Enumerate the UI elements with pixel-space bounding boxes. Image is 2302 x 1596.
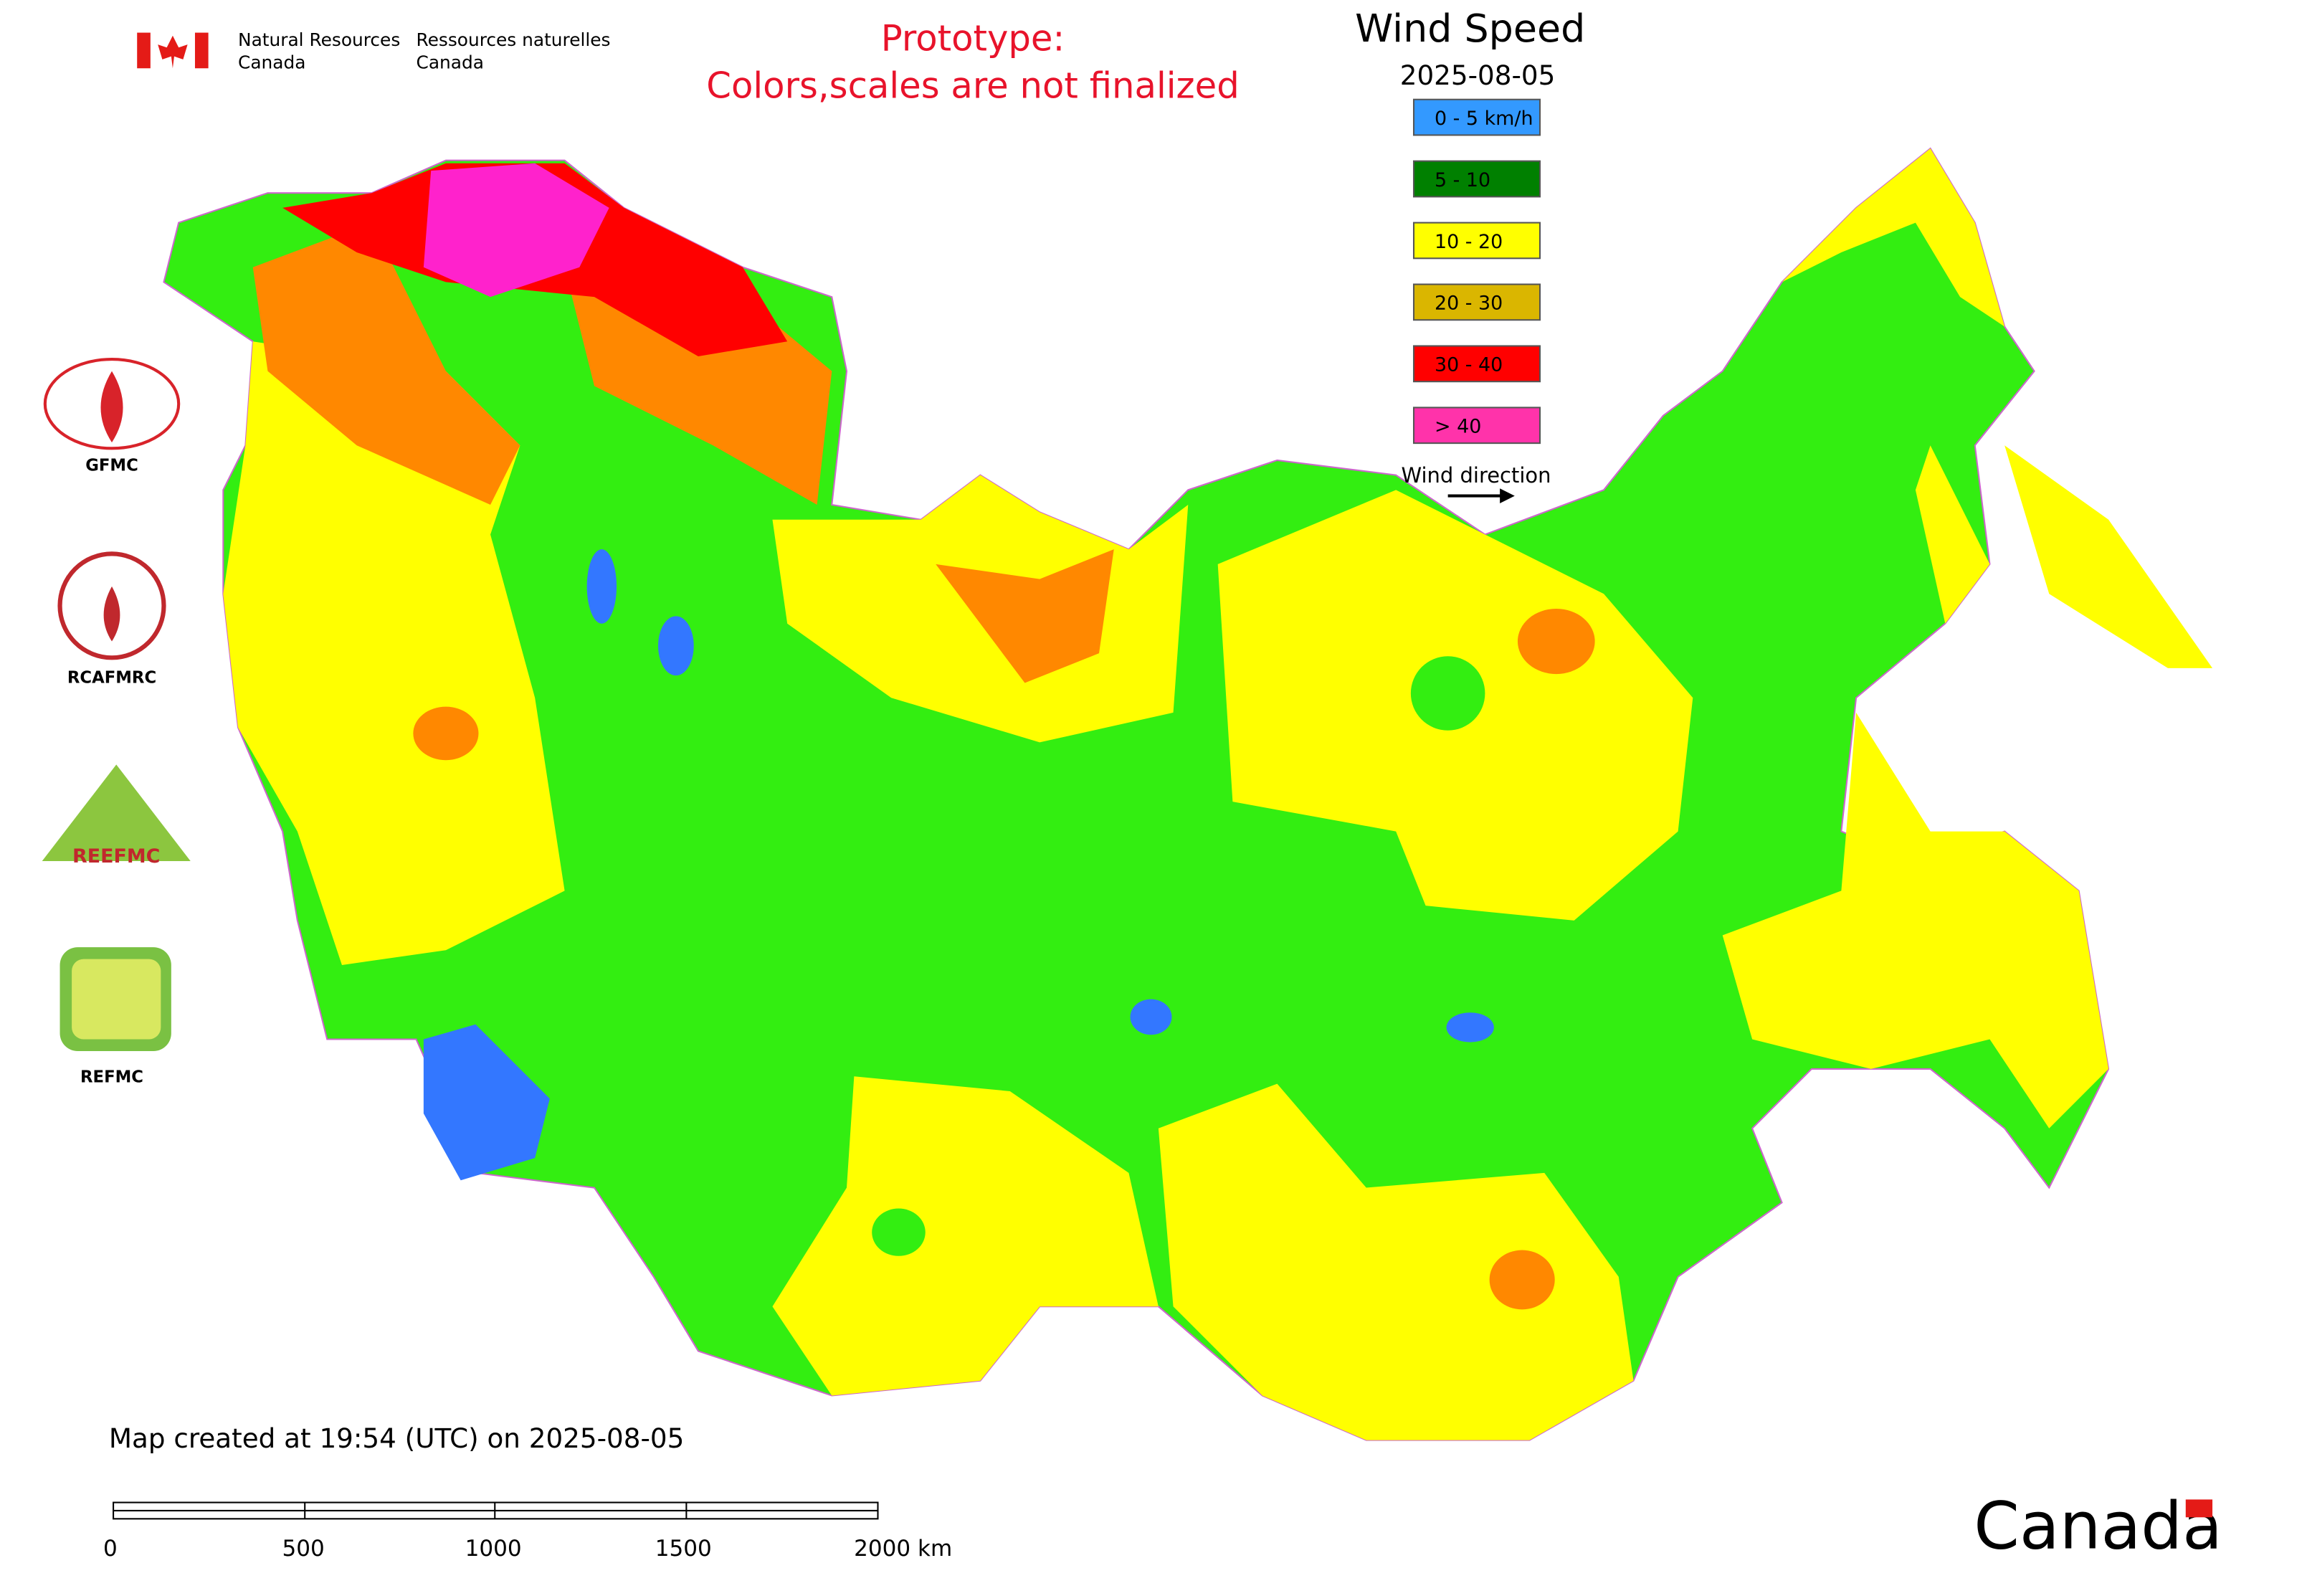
canada-flag (137, 32, 209, 69)
scale-label: 500 (282, 1536, 324, 1562)
canada-wordmark: Canada (1974, 1488, 2222, 1564)
logo-label: RCAFMRC (67, 669, 156, 688)
logos: GFMC RCAFMRC REEFMC REFMC (42, 358, 191, 1087)
agency-en: Natural Resources (238, 29, 400, 50)
wordmark-flag (2185, 1499, 2213, 1518)
agency-fr: Canada (417, 52, 484, 72)
wind-direction-label: Wind direction (1401, 463, 1551, 488)
notice: Colors,scales are not finalized (706, 65, 1239, 107)
legend-swatch (1412, 98, 1541, 136)
map (163, 147, 2213, 1441)
legend-label: 0 - 5 km/h (1435, 108, 1533, 130)
legend-swatch (1412, 283, 1541, 321)
agency-fr: Ressources naturelles (417, 29, 611, 50)
created-note: Map created at 19:54 (UTC) on 2025-08-05 (109, 1422, 684, 1454)
legend: 0 - 5 km/h 5 - 10 10 - 20 20 - 30 30 - 40 > 4… (1412, 98, 1541, 445)
legend-swatch (1412, 407, 1541, 445)
legend-date: 2025-08-05 (1400, 60, 1556, 91)
logo-label: GFMC (85, 456, 138, 475)
legend-label: > 40 (1435, 416, 1481, 438)
scale-bar (113, 1501, 879, 1520)
legend-label: 30 - 40 (1435, 354, 1503, 376)
scale-label: 0 (103, 1536, 118, 1562)
legend-swatch (1412, 345, 1541, 383)
legend-label: 5 - 10 (1435, 169, 1490, 191)
legend-label: 10 - 20 (1435, 231, 1503, 253)
legend-label: 20 - 30 (1435, 293, 1503, 315)
scale-label: 1500 (655, 1536, 712, 1562)
logo-label: REFMC (80, 1068, 143, 1087)
scale-label: 2000 km (854, 1536, 952, 1562)
wind-arrow (1447, 488, 1515, 503)
legend-swatch (1412, 222, 1541, 260)
legend-title: Wind Speed (1355, 6, 1585, 51)
agency-en: Canada (238, 52, 305, 72)
notice: Prototype: (881, 17, 1065, 59)
scale-label: 1000 (465, 1536, 522, 1562)
legend-swatch (1412, 160, 1541, 198)
logo-label: REEFMC (72, 845, 160, 868)
